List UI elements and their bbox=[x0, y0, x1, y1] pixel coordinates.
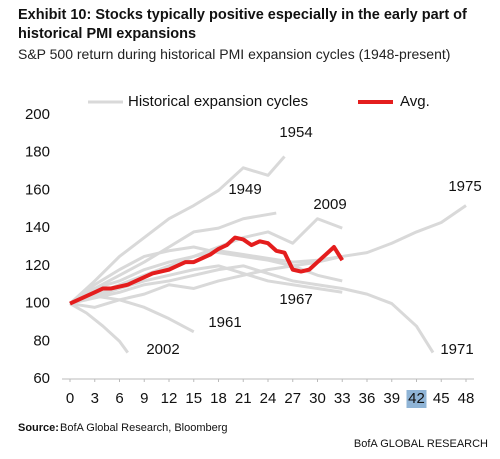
cycle-line bbox=[68, 155, 286, 305]
y-tick-label: 100 bbox=[25, 295, 50, 312]
y-tick-label: 120 bbox=[25, 257, 50, 274]
cycle-label: 2002 bbox=[146, 341, 179, 358]
x-tick-label: 27 bbox=[284, 390, 301, 407]
x-tick-label: 12 bbox=[161, 390, 178, 407]
x-tick-label: 30 bbox=[309, 390, 326, 407]
subtitle: S&P 500 return during historical PMI exp… bbox=[18, 46, 451, 62]
y-tick-label: 180 bbox=[25, 144, 50, 161]
y-tick-label: 80 bbox=[33, 332, 50, 349]
x-tick-label: 6 bbox=[115, 390, 123, 407]
x-tick-label: 3 bbox=[91, 390, 99, 407]
source-label: Source: bbox=[18, 422, 59, 434]
cycle-line bbox=[69, 264, 343, 309]
legend-label: Avg. bbox=[400, 93, 430, 110]
y-tick-label: 60 bbox=[33, 370, 50, 387]
cycle-line bbox=[69, 204, 467, 305]
x-tick-label: 15 bbox=[185, 390, 202, 407]
y-tick-label: 140 bbox=[25, 219, 50, 236]
cycle-line bbox=[69, 264, 435, 354]
cycle-label: 1949 bbox=[228, 181, 261, 198]
cycle-line bbox=[69, 211, 277, 305]
x-tick-label: 33 bbox=[334, 390, 351, 407]
y-tick-label: 200 bbox=[25, 106, 50, 123]
cycle-label: 2009 bbox=[313, 196, 346, 213]
x-tick-label: 36 bbox=[359, 390, 376, 407]
x-tick-label: 24 bbox=[260, 390, 277, 407]
average-line bbox=[69, 235, 344, 306]
x-tick-label: 42 bbox=[408, 390, 425, 407]
x-tick-label: 9 bbox=[140, 390, 148, 407]
cycle-label: 1954 bbox=[279, 124, 312, 141]
y-tick-label: 160 bbox=[25, 181, 50, 198]
cycle-label: 1971 bbox=[440, 341, 473, 358]
cycle-label: 1961 bbox=[208, 314, 241, 331]
x-tick-label: 21 bbox=[235, 390, 252, 407]
x-tick-label: 0 bbox=[66, 390, 74, 407]
title: Exhibit 10: Stocks typically positive es… bbox=[18, 7, 467, 42]
cycle-label: 1967 bbox=[279, 291, 312, 308]
cycle-line bbox=[69, 294, 195, 334]
x-tick-label: 18 bbox=[210, 390, 227, 407]
x-tick-label: 39 bbox=[383, 390, 400, 407]
tick-highlight bbox=[406, 390, 427, 408]
cycle-label: 1975 bbox=[448, 178, 481, 195]
brand: BofA GLOBAL RESEARCH bbox=[354, 438, 488, 450]
x-tick-label: 48 bbox=[458, 390, 475, 407]
x-tick-label: 45 bbox=[433, 390, 450, 407]
source: BofA Global Research, Bloomberg bbox=[60, 422, 228, 434]
cycle-line bbox=[69, 302, 129, 354]
cycle-line bbox=[69, 264, 343, 306]
cycle-line bbox=[69, 245, 343, 305]
legend-label: Historical expansion cycles bbox=[128, 93, 308, 110]
